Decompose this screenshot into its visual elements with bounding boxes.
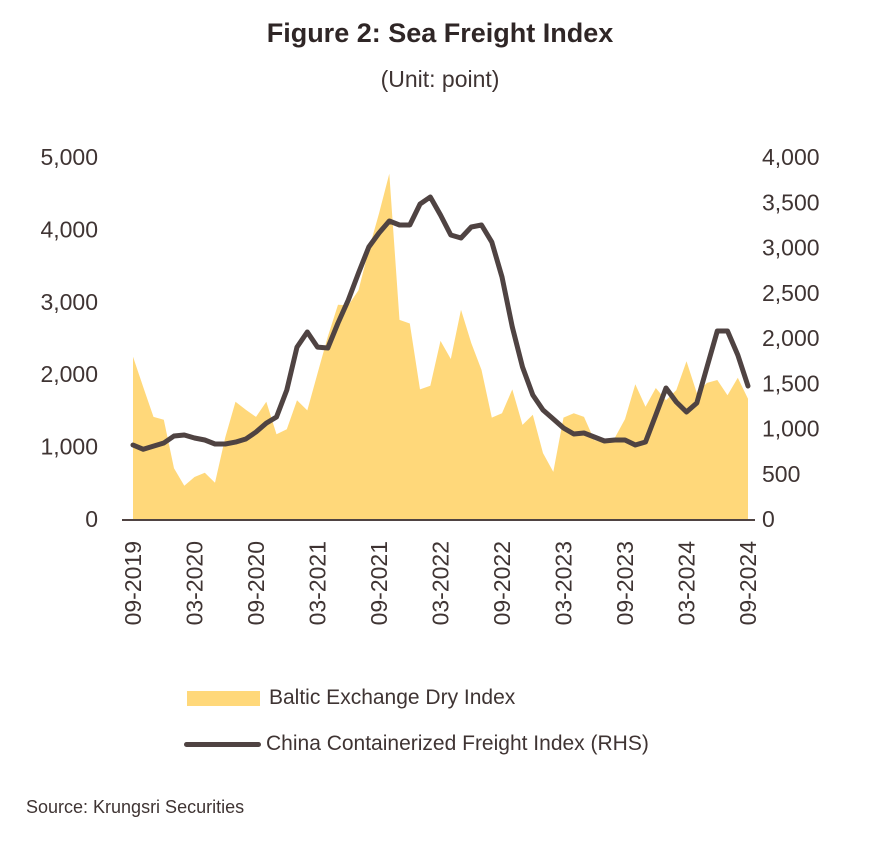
- x-tick-label: 03-2020: [182, 541, 208, 625]
- y-left-tick-label: 3,000: [40, 289, 98, 315]
- y-right-tick-label: 500: [762, 461, 800, 487]
- chart-title: Figure 2: Sea Freight Index: [266, 18, 614, 48]
- source-note: Source: Krungsri Securities: [26, 797, 245, 817]
- bdi-area: [133, 173, 748, 519]
- y-left-tick-label: 0: [85, 506, 98, 532]
- y-right-tick-label: 2,000: [762, 325, 820, 351]
- y-left-tick-label: 1,000: [40, 434, 98, 460]
- y-right-tick-label: 3,000: [762, 235, 820, 261]
- y-right-tick-label: 1,500: [762, 370, 820, 396]
- x-tick-label: 09-2021: [366, 541, 392, 625]
- legend-item-bdi: Baltic Exchange Dry Index: [187, 686, 515, 710]
- x-tick-label: 03-2021: [305, 541, 331, 625]
- ccfi-line: [130, 194, 751, 452]
- y-left-tick-label: 5,000: [40, 144, 98, 170]
- legend-item-ccfi: China Containerized Freight Index (RHS): [184, 732, 649, 756]
- x-tick-label: 03-2022: [428, 541, 454, 625]
- y-right-tick-label: 1,000: [762, 416, 820, 442]
- x-tick-label: 09-2024: [735, 541, 761, 626]
- x-tick-label: 03-2023: [551, 541, 577, 625]
- chart-subtitle: (Unit: point): [380, 66, 500, 92]
- legend-swatch-area: [187, 690, 260, 706]
- y-right-tick-label: 2,500: [762, 280, 820, 306]
- x-tick-label: 09-2023: [612, 541, 638, 625]
- legend-swatch-line: [184, 741, 261, 747]
- x-tick-label: 03-2024: [674, 541, 700, 626]
- x-tick-label: 09-2022: [489, 541, 515, 625]
- y-left-tick-label: 2,000: [40, 361, 98, 387]
- y-left-tick-label: 4,000: [40, 216, 98, 242]
- legend-label: Baltic Exchange Dry Index: [269, 686, 516, 709]
- x-tick-label: 09-2020: [243, 541, 269, 625]
- y-right-tick-label: 0: [762, 506, 775, 532]
- legend-label: China Containerized Freight Index (RHS): [266, 732, 649, 755]
- x-tick-label: 09-2019: [120, 541, 146, 625]
- y-right-tick-label: 3,500: [762, 189, 820, 215]
- y-right-tick-label: 4,000: [762, 144, 820, 170]
